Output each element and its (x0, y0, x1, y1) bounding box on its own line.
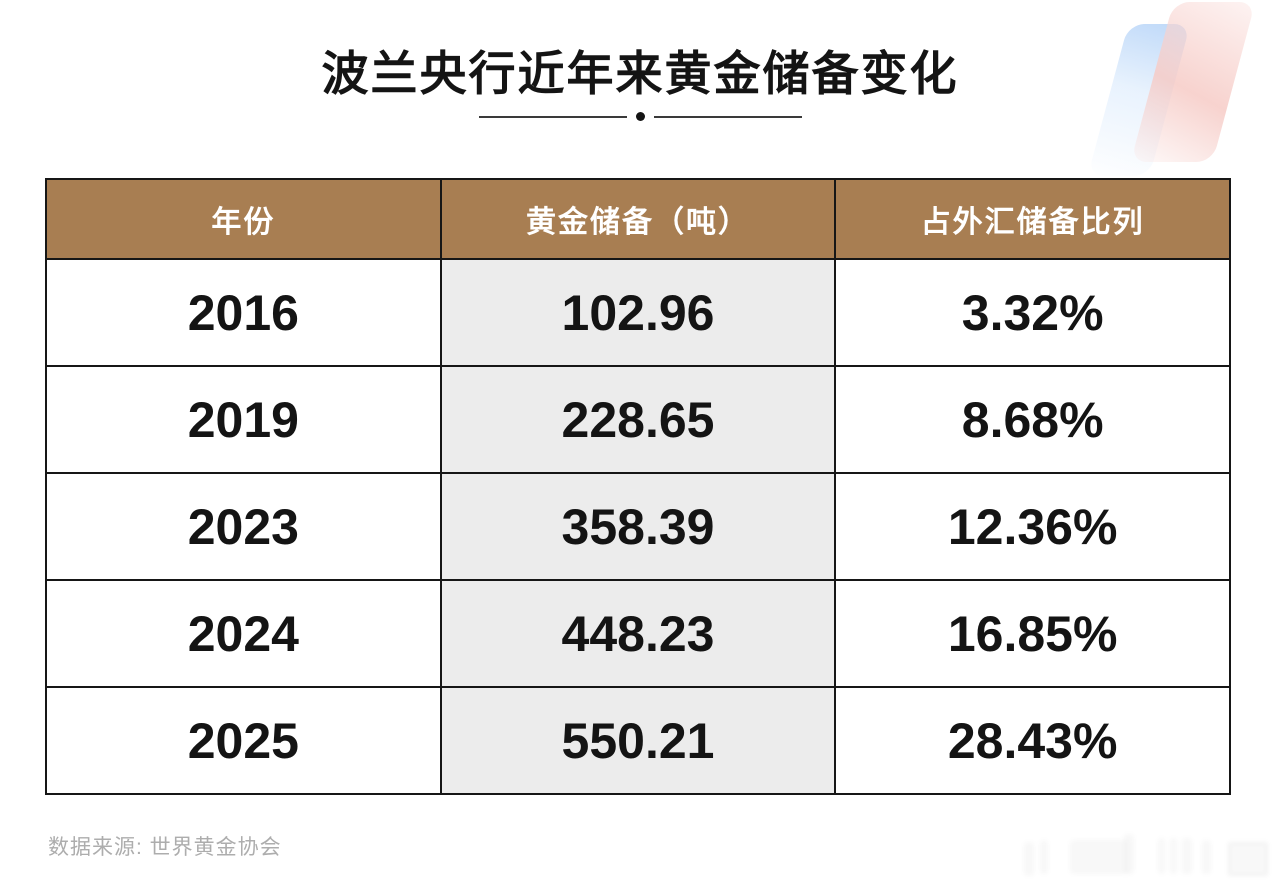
table-row: 2016 102.96 3.32% (45, 258, 1231, 367)
fx-share-cell: 12.36% (834, 472, 1231, 581)
divider-line-left (478, 115, 627, 118)
year-cell: 2019 (45, 365, 442, 474)
column-header-fx-share: 占外汇储备比列 (834, 178, 1231, 260)
year-cell: 2025 (45, 686, 442, 795)
gold-reserves-cell: 448.23 (439, 579, 837, 688)
year-cell: 2016 (45, 258, 442, 367)
table-row: 2025 550.21 28.43% (45, 686, 1231, 795)
year-cell: 2024 (45, 579, 442, 688)
fx-share-cell: 8.68% (834, 365, 1231, 474)
table-header-row: 年份 黄金储备（吨） 占外汇储备比列 (45, 178, 1231, 260)
table-header: 年份 黄金储备（吨） 占外汇储备比列 (45, 178, 1231, 260)
faint-watermark (1020, 828, 1270, 878)
fx-share-cell: 28.43% (834, 686, 1231, 795)
table-row: 2023 358.39 12.36% (45, 472, 1231, 581)
fx-share-cell: 3.32% (834, 258, 1231, 367)
page-title: 波兰央行近年来黄金储备变化 (321, 47, 959, 100)
fx-share-cell: 16.85% (834, 579, 1231, 688)
gold-reserves-cell: 358.39 (439, 472, 837, 581)
table-body: 2016 102.96 3.32% 2019 228.65 8.68% 2023 358.39… (45, 258, 1231, 795)
title-divider (0, 112, 1280, 122)
column-header-year: 年份 (45, 178, 442, 260)
gold-reserves-table: 年份 黄金储备（吨） 占外汇储备比列 2016 102.96 3.32% 2019 228.… (45, 178, 1231, 795)
column-header-gold-reserves: 黄金储备（吨） (439, 178, 837, 260)
gold-reserves-cell: 102.96 (439, 258, 837, 367)
table-row: 2024 448.23 16.85% (45, 579, 1231, 688)
divider-dot (635, 112, 645, 122)
divider-line-right (653, 115, 802, 118)
gold-reserves-cell: 550.21 (439, 686, 837, 795)
data-source-note: 数据来源: 世界黄金协会 (48, 836, 282, 859)
gold-reserves-cell: 228.65 (439, 365, 837, 474)
table-row: 2019 228.65 8.68% (45, 365, 1231, 474)
year-cell: 2023 (45, 472, 442, 581)
